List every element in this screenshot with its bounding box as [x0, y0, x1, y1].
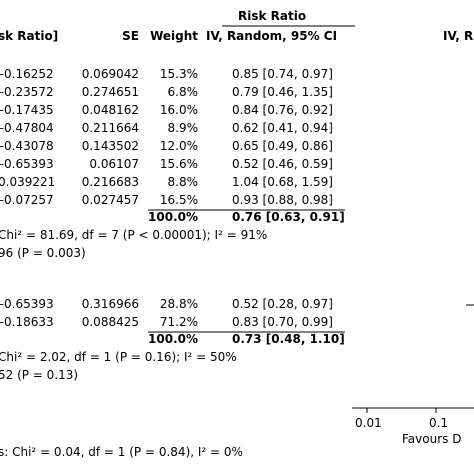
se-cell: 0.143502 [81, 139, 139, 153]
col-header-ci: IV, Random, 95% CI [206, 29, 338, 43]
se-cell: 0.048162 [81, 103, 139, 117]
ci-cell: 0.62 [0.41, 0.94] [232, 121, 333, 135]
log-rr-cell: –0.16252 [0, 67, 54, 81]
ci-cell: 0.52 [0.46, 0.59] [232, 157, 333, 171]
overall-effect-text: 96 (P = 0.003) [0, 246, 86, 260]
subtotal-ci: 0.73 [0.48, 1.10] [232, 332, 345, 346]
ci-cell: 0.79 [0.46, 1.35] [232, 85, 333, 99]
weight-cell: 16.0% [159, 103, 198, 117]
log-rr-cell: –0.18633 [0, 315, 54, 329]
se-cell: 0.06107 [89, 157, 139, 171]
ci-cell: 0.83 [0.70, 0.99] [232, 315, 333, 329]
weight-cell: 8.8% [167, 175, 199, 189]
x-tick-label-0.1: 0.1 [429, 416, 449, 430]
ci-cell: 0.52 [0.28, 0.97] [232, 297, 333, 311]
risk-ratio-group-title: Risk Ratio [238, 9, 307, 23]
se-cell: 0.316966 [81, 297, 139, 311]
col-header-log-rr: sk Ratio] [0, 29, 59, 43]
subgroup-differences-text: s: Chi² = 0.04, df = 1 (P = 0.84), I² = … [0, 445, 243, 459]
log-rr-cell: –0.65393 [0, 297, 54, 311]
heterogeneity-text: Chi² = 2.02, df = 1 (P = 0.16); I² = 50% [0, 350, 237, 364]
se-cell: 0.027457 [81, 193, 139, 207]
subtotal-ci: 0.76 [0.63, 0.91] [232, 210, 345, 224]
log-rr-cell: 0.039221 [0, 175, 56, 189]
col-header-plot: IV, R [443, 29, 474, 43]
ci-cell: 1.04 [0.68, 1.59] [232, 175, 333, 189]
subtotal-weight: 100.0% [148, 210, 198, 224]
ci-cell: 0.85 [0.74, 0.97] [232, 67, 333, 81]
col-header-se: SE [122, 29, 139, 43]
overall-effect-text: 52 (P = 0.13) [0, 368, 79, 382]
se-cell: 0.069042 [81, 67, 139, 81]
ci-cell: 0.93 [0.88, 0.98] [232, 193, 333, 207]
log-rr-cell: –0.65393 [0, 157, 54, 171]
weight-cell: 12.0% [159, 139, 198, 153]
subtotal-weight: 100.0% [148, 332, 198, 346]
ci-cell: 0.65 [0.49, 0.86] [232, 139, 333, 153]
weight-cell: 28.8% [159, 297, 198, 311]
se-cell: 0.216683 [81, 175, 139, 189]
col-header-weight: Weight [150, 29, 198, 43]
weight-cell: 6.8% [167, 85, 199, 99]
log-rr-cell: –0.43078 [0, 139, 54, 153]
log-rr-cell: –0.07257 [0, 193, 54, 207]
log-rr-cell: –0.47804 [0, 121, 54, 135]
weight-cell: 15.6% [159, 157, 198, 171]
weight-cell: 8.9% [167, 121, 199, 135]
x-tick-label-0.01: 0.01 [355, 416, 382, 430]
weight-cell: 15.3% [159, 67, 198, 81]
heterogeneity-text: Chi² = 81.69, df = 7 (P < 0.00001); I² =… [0, 228, 268, 242]
log-rr-cell: –0.23572 [0, 85, 54, 99]
ci-cell: 0.84 [0.76, 0.92] [232, 103, 333, 117]
se-cell: 0.211664 [81, 121, 139, 135]
log-rr-cell: –0.17435 [0, 103, 54, 117]
weight-cell: 71.2% [159, 315, 198, 329]
weight-cell: 16.5% [159, 193, 198, 207]
se-cell: 0.088425 [81, 315, 139, 329]
se-cell: 0.274651 [81, 85, 139, 99]
x-axis-favours-label: Favours D [402, 432, 462, 446]
